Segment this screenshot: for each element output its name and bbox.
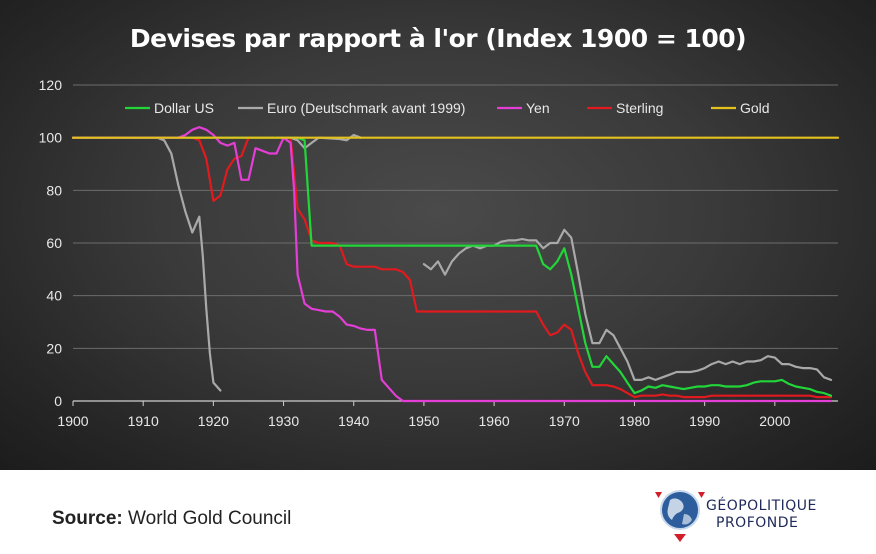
x-tick-label: 1930 (268, 413, 299, 429)
y-tick-label: 40 (46, 288, 62, 304)
y-tick-label: 20 (46, 340, 62, 356)
x-tick-label: 2000 (759, 413, 790, 429)
source-value: World Gold Council (128, 508, 292, 529)
chart-title: Devises par rapport à l'or (Index 1900 =… (129, 24, 747, 53)
y-tick-label: 80 (46, 182, 62, 198)
series-line-sterling (71, 136, 833, 399)
x-tick-label: 1900 (57, 413, 88, 429)
legend: Dollar US Euro (Deutschmark avant 1999) Ye… (125, 100, 770, 116)
line-chart: 0 20 40 60 80 100 120 1900 1910 1920 1930 1940 1950 1… (39, 77, 840, 429)
source-credit: Source: World Gold Council (52, 508, 291, 530)
y-tick-label: 120 (39, 77, 63, 93)
axis-layer: 0 20 40 60 80 100 120 1900 1910 1920 1930 1940 1950 1… (39, 77, 838, 429)
logo-line2: PROFONDE (716, 515, 799, 531)
series-line-euro-deutschmark-avant-1999 (71, 136, 222, 392)
series-line-euro-deutschmark-avant-1999 (422, 228, 833, 381)
legend-label: Dollar US (154, 100, 214, 116)
y-tick-label: 0 (54, 393, 62, 409)
y-tick-label: 60 (46, 235, 62, 251)
x-tick-label: 1920 (198, 413, 229, 429)
series-layer (71, 126, 840, 403)
x-tick-label: 1950 (408, 413, 439, 429)
chart-panel: 0 20 40 60 80 100 120 1900 1910 1920 1930 1940 1950 1… (0, 0, 876, 470)
legend-label: Gold (740, 100, 770, 116)
x-tick-label: 1980 (619, 413, 650, 429)
x-tick-label: 1940 (338, 413, 369, 429)
legend-label: Euro (Deutschmark avant 1999) (267, 100, 465, 116)
source-label: Source: (52, 508, 123, 529)
globe-icon (655, 490, 705, 542)
legend-label: Sterling (616, 100, 663, 116)
x-tick-label: 1990 (689, 413, 720, 429)
x-tick-label: 1970 (549, 413, 580, 429)
footer: Source: World Gold Council GÉOPOLITIQUE … (0, 470, 876, 554)
series-line-yen (71, 126, 833, 403)
legend-label: Yen (526, 100, 550, 116)
y-tick-label: 100 (39, 130, 63, 146)
series-line-dollar-us (71, 136, 833, 397)
x-tick-label: 1960 (479, 413, 510, 429)
logo-line1: GÉOPOLITIQUE (706, 498, 817, 514)
x-tick-label: 1910 (128, 413, 159, 429)
geopolitique-profonde-logo[interactable]: GÉOPOLITIQUE PROFONDE (650, 484, 850, 544)
